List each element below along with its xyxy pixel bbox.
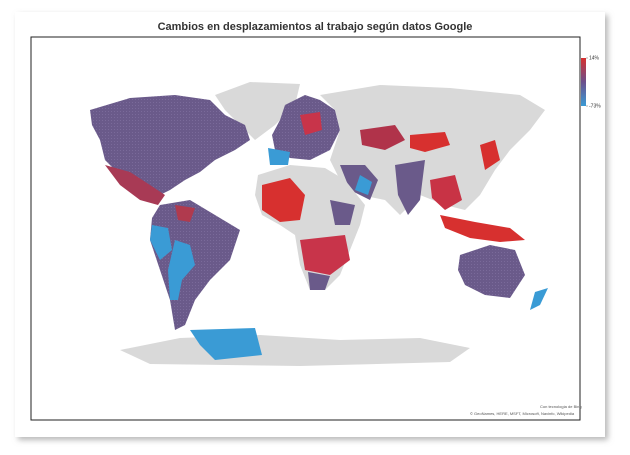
region [262,178,305,222]
region [440,215,525,242]
region [300,112,322,135]
region [300,235,350,275]
attribution: Con tecnología de Bing [540,404,582,409]
attribution: © GeoNames, HERE, MSFT, Microsoft, Navin… [470,411,575,416]
region [530,288,548,310]
color-tick-label: -73% [589,103,601,109]
land [120,335,470,366]
color-tick-label: 14% [589,55,600,61]
color-scale [581,58,586,106]
region [105,165,165,205]
region [268,148,290,165]
region [330,200,355,225]
region [458,245,525,298]
region [175,205,195,222]
region [430,175,462,210]
region [480,140,500,170]
land [215,82,300,140]
region [395,160,425,215]
region [355,175,372,195]
region [308,272,330,290]
region [360,125,405,150]
region [150,225,172,260]
region [190,328,262,360]
chart-title: Cambios en desplazamientos al trabajo se… [158,21,473,33]
region [168,240,195,300]
map [90,82,548,366]
region [410,132,450,152]
